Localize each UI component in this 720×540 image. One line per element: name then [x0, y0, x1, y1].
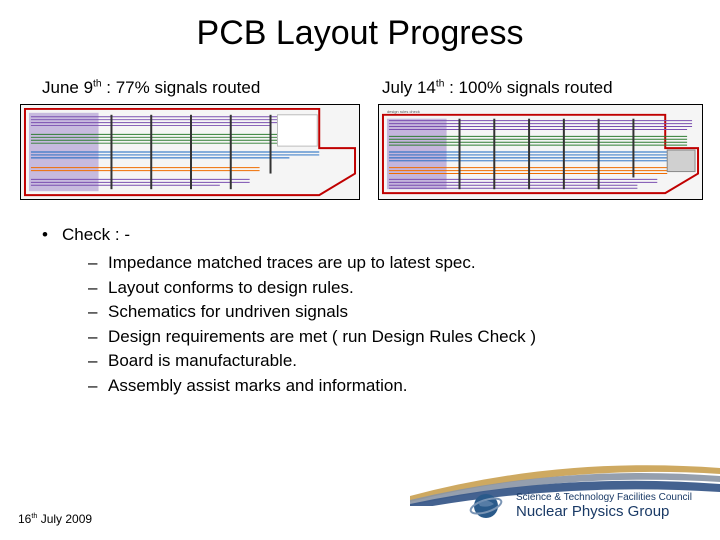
pcb-svg-july: design rules check — [379, 105, 702, 199]
caption-june-sup: th — [93, 78, 102, 89]
check-item: Design requirements are met ( run Design… — [42, 326, 662, 348]
footer-date: 16th July 2009 — [18, 511, 92, 526]
caption-july-post: : 100% signals routed — [444, 78, 612, 97]
check-item: Assembly assist marks and information. — [42, 375, 662, 397]
caption-june-pre: June 9 — [42, 78, 93, 97]
logo-line2: Nuclear Physics Group — [516, 503, 692, 520]
pcb-svg-june — [21, 105, 359, 199]
footer-logo: Science & Technology Facilities Council … — [466, 486, 692, 526]
logo-line1: Science & Technology Facilities Council — [516, 492, 692, 504]
check-item: Board is manufacturable. — [42, 350, 662, 372]
check-item: Schematics for undriven signals — [42, 301, 662, 323]
caption-june: June 9th : 77% signals routed — [42, 78, 260, 98]
bullet-list: Check : - Impedance matched traces are u… — [42, 224, 662, 399]
svg-text:design rules check: design rules check — [387, 109, 420, 114]
slide-title: PCB Layout Progress — [0, 14, 720, 53]
caption-july-pre: July 14 — [382, 78, 436, 97]
logo-text: Science & Technology Facilities Council … — [516, 492, 692, 521]
check-item: Impedance matched traces are up to lates… — [42, 252, 662, 274]
pcb-image-june — [20, 104, 360, 200]
slide: { "title": "PCB Layout Progress", "capti… — [0, 0, 720, 540]
globe-icon — [466, 486, 506, 526]
pcb-image-july: design rules check — [378, 104, 703, 200]
footer-date-post: July 2009 — [37, 512, 92, 526]
footer-date-pre: 16 — [18, 512, 31, 526]
caption-june-post: : 77% signals routed — [102, 78, 261, 97]
check-item: Layout conforms to design rules. — [42, 277, 662, 299]
check-heading: Check : - — [42, 224, 662, 246]
caption-july: July 14th : 100% signals routed — [382, 78, 613, 98]
